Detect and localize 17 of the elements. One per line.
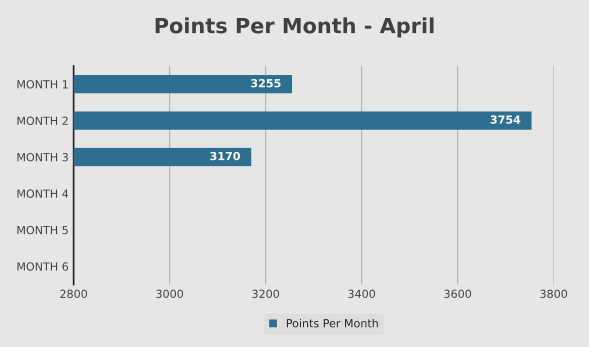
data-label: 3255 — [251, 78, 281, 88]
x-tick-label: 3000 — [156, 290, 184, 298]
x-tick-label: 3400 — [348, 290, 376, 298]
y-tick-label: MONTH 5 — [17, 226, 68, 234]
y-tick-label: MONTH 6 — [17, 262, 68, 271]
y-tick-label: MONTH 3 — [17, 152, 68, 162]
legend-label: Points Per Month — [286, 318, 378, 328]
x-tick-label: 3800 — [540, 290, 568, 298]
x-tick-label: 3600 — [444, 290, 472, 298]
data-label: 3754 — [490, 115, 520, 124]
y-tick-label: MONTH 2 — [17, 116, 68, 125]
y-tick-label: MONTH 1 — [17, 80, 68, 89]
x-tick-label: 3200 — [252, 290, 280, 298]
chart-title: Points Per Month - April — [156, 17, 434, 38]
x-tick-label: 2800 — [60, 290, 88, 298]
y-tick-label: MONTH 4 — [17, 189, 68, 198]
data-label: 3170 — [210, 152, 240, 160]
